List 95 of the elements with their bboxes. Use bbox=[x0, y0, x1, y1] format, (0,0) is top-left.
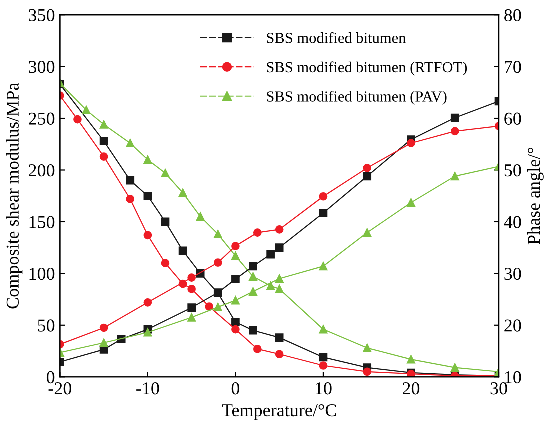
point bbox=[253, 345, 262, 354]
point bbox=[275, 226, 284, 234]
point bbox=[249, 326, 258, 335]
y-tick-label: 0 bbox=[46, 371, 55, 384]
point bbox=[144, 231, 152, 240]
y-tick-label: 200 bbox=[29, 164, 55, 177]
point bbox=[275, 244, 284, 252]
point bbox=[161, 169, 170, 178]
y2-tick-label: 20 bbox=[504, 320, 522, 332]
point bbox=[232, 242, 240, 250]
point bbox=[319, 362, 328, 370]
point bbox=[363, 344, 372, 352]
point bbox=[205, 302, 214, 311]
point bbox=[178, 188, 188, 198]
point bbox=[144, 156, 152, 164]
point bbox=[161, 218, 170, 226]
legend-label: SBS modified bitumen bbox=[267, 32, 406, 44]
point bbox=[188, 313, 196, 322]
point bbox=[249, 262, 258, 271]
point bbox=[144, 298, 152, 307]
point bbox=[319, 209, 328, 218]
point bbox=[253, 228, 262, 237]
x-tick-label: -20 bbox=[48, 382, 72, 395]
point bbox=[232, 325, 240, 334]
point bbox=[214, 230, 222, 239]
point bbox=[100, 338, 108, 348]
point bbox=[450, 172, 460, 181]
y-tick-label: 300 bbox=[29, 61, 55, 74]
point bbox=[363, 172, 372, 181]
point bbox=[161, 259, 170, 268]
point bbox=[232, 275, 240, 284]
x-tick-label: -10 bbox=[136, 382, 160, 395]
point bbox=[319, 262, 328, 271]
y2-tick-label: 80 bbox=[504, 9, 522, 22]
y2-axis-title: Phase angle/° bbox=[527, 148, 544, 245]
point bbox=[232, 252, 240, 260]
point bbox=[266, 282, 275, 290]
point bbox=[275, 334, 284, 342]
point bbox=[319, 192, 328, 201]
point bbox=[275, 285, 284, 294]
y2-tick-label: 10 bbox=[505, 371, 522, 384]
x-tick-label: 10 bbox=[316, 382, 332, 395]
y-axis-title: Composite shear modulus/MPa bbox=[6, 83, 23, 309]
point bbox=[249, 288, 258, 296]
point bbox=[363, 368, 372, 376]
point bbox=[450, 364, 460, 372]
point bbox=[450, 127, 460, 136]
point bbox=[188, 304, 196, 312]
y2-tick-label: 50 bbox=[504, 164, 522, 177]
point bbox=[196, 212, 205, 221]
y-tick-label: 100 bbox=[30, 268, 55, 280]
y-tick-label: 350 bbox=[29, 9, 55, 22]
point bbox=[407, 355, 416, 364]
point bbox=[249, 272, 258, 281]
point bbox=[232, 318, 240, 326]
point bbox=[178, 246, 188, 256]
legend-label: SBS modified bitumen (RTFOT) bbox=[267, 62, 468, 76]
y2-tick-label: 60 bbox=[504, 112, 522, 125]
point bbox=[74, 115, 82, 124]
point bbox=[214, 303, 222, 312]
point bbox=[266, 250, 275, 259]
x-tick-label: 20 bbox=[403, 382, 420, 395]
y-tick-label: 150 bbox=[30, 216, 55, 228]
point bbox=[100, 137, 108, 146]
point bbox=[232, 296, 240, 305]
point bbox=[144, 192, 152, 200]
point bbox=[319, 353, 328, 362]
x-tick-label: 0 bbox=[232, 382, 240, 395]
y2-tick-label: 70 bbox=[505, 61, 522, 74]
point bbox=[100, 324, 108, 332]
point bbox=[363, 228, 372, 237]
point bbox=[126, 176, 135, 185]
y2-tick-label: 30 bbox=[504, 268, 522, 280]
point bbox=[363, 164, 372, 172]
point bbox=[275, 274, 284, 284]
point bbox=[319, 325, 328, 334]
point bbox=[100, 152, 108, 161]
y-tick-label: 250 bbox=[29, 112, 55, 125]
point bbox=[82, 106, 91, 114]
y-tick-label: 50 bbox=[38, 320, 55, 332]
point bbox=[144, 328, 152, 337]
point bbox=[407, 198, 416, 207]
point bbox=[188, 274, 196, 282]
point bbox=[100, 120, 108, 129]
point bbox=[188, 285, 196, 294]
point bbox=[275, 350, 284, 359]
y2-tick-label: 40 bbox=[504, 216, 522, 228]
x-tick-label: 30 bbox=[490, 382, 508, 395]
point bbox=[214, 258, 222, 267]
point bbox=[126, 195, 135, 204]
point bbox=[126, 139, 135, 148]
x-axis-title: Temperature/°C bbox=[222, 404, 336, 420]
point bbox=[450, 114, 460, 122]
legend-label: SBS modified bitumen (PAV) bbox=[267, 90, 447, 105]
point bbox=[407, 139, 416, 148]
